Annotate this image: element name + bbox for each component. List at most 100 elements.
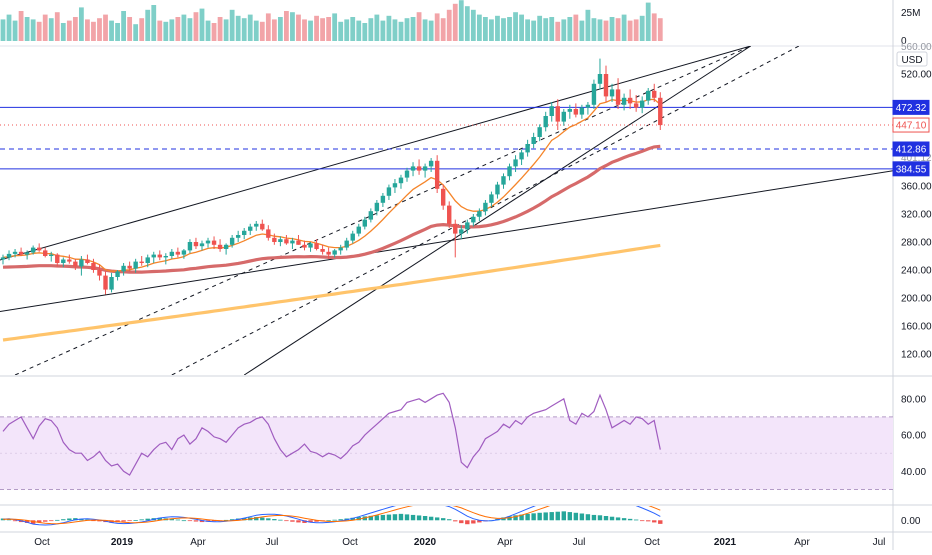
candle-body[interactable]	[169, 251, 175, 256]
candle-body[interactable]	[145, 257, 150, 263]
candle-body[interactable]	[597, 74, 603, 84]
candle-body[interactable]	[501, 176, 506, 185]
candle-body[interactable]	[652, 90, 657, 98]
candle-body[interactable]	[537, 127, 542, 137]
candle-body[interactable]	[495, 184, 500, 195]
candle-body[interactable]	[36, 247, 42, 251]
candle-body[interactable]	[555, 106, 560, 122]
candle-body[interactable]	[507, 166, 512, 177]
candle-body[interactable]	[181, 250, 187, 255]
candle-body[interactable]	[567, 109, 573, 112]
candle-body[interactable]	[199, 243, 205, 247]
candle-body[interactable]	[453, 223, 458, 234]
candle-body[interactable]	[296, 240, 301, 245]
candle-body[interactable]	[320, 249, 325, 252]
rsi-pane[interactable]	[0, 392, 893, 490]
candle-body[interactable]	[615, 89, 621, 105]
candle-body[interactable]	[374, 202, 380, 212]
candle-body[interactable]	[217, 244, 223, 249]
candle-body[interactable]	[471, 216, 476, 223]
candle-body[interactable]	[133, 261, 138, 269]
candle-body[interactable]	[157, 254, 162, 258]
candle-body[interactable]	[658, 97, 663, 126]
candle-body[interactable]	[254, 223, 259, 227]
candle-body[interactable]	[175, 251, 181, 255]
candle-body[interactable]	[67, 259, 72, 262]
time-axis[interactable]: Oct 2019 Apr Jul Oct 2020 Apr Jul Oct 2021 Apr Jul	[34, 537, 885, 548]
candle-body[interactable]	[489, 194, 494, 203]
candle-body[interactable]	[103, 275, 108, 290]
candle-body[interactable]	[627, 97, 633, 104]
candle-body[interactable]	[579, 107, 585, 115]
candle-body[interactable]	[55, 254, 60, 263]
trendline[interactable]	[0, 46, 751, 261]
candle-body[interactable]	[229, 237, 235, 245]
candle-body[interactable]	[434, 160, 440, 189]
candle-body[interactable]	[115, 271, 120, 277]
candle-body[interactable]	[151, 254, 156, 258]
candle-body[interactable]	[428, 160, 434, 167]
candle-body[interactable]	[525, 144, 530, 153]
candle-body[interactable]	[91, 263, 96, 270]
candle-body[interactable]	[211, 240, 217, 245]
candle-body[interactable]	[284, 239, 289, 244]
trendline[interactable]	[0, 169, 908, 313]
candle-body[interactable]	[392, 183, 398, 188]
price-pane[interactable]	[0, 46, 908, 375]
candle-body[interactable]	[49, 254, 54, 256]
price-level-badge[interactable]	[892, 141, 930, 157]
candle-body[interactable]	[362, 219, 367, 227]
price-level-badge[interactable]	[892, 161, 930, 177]
currency-badge[interactable]: USD	[896, 51, 928, 67]
candle-body[interactable]	[260, 223, 265, 230]
candle-body[interactable]	[24, 252, 30, 255]
candle-body[interactable]	[483, 202, 488, 212]
candle-body[interactable]	[549, 106, 554, 116]
candle-body[interactable]	[459, 229, 464, 234]
candle-body[interactable]	[187, 242, 193, 251]
candle-body[interactable]	[12, 251, 18, 254]
candle-body[interactable]	[639, 100, 645, 108]
rsi-line[interactable]	[2, 392, 661, 476]
candle-body[interactable]	[266, 229, 271, 238]
price-axis[interactable]: 25M 0 120.00 160.00 200.00 240.00 280.00 320.00…	[892, 8, 932, 527]
candle-body[interactable]	[440, 188, 446, 206]
candle-body[interactable]	[0, 257, 6, 260]
candle-body[interactable]	[163, 256, 169, 258]
candle-body[interactable]	[326, 251, 331, 255]
candle-body[interactable]	[314, 243, 319, 249]
candle-body[interactable]	[242, 230, 247, 235]
candle-body[interactable]	[127, 265, 132, 269]
price-level-badge[interactable]	[892, 117, 930, 133]
candle-body[interactable]	[97, 270, 102, 276]
trendline[interactable]	[243, 46, 751, 375]
candle-body[interactable]	[248, 226, 253, 231]
candle-body[interactable]	[139, 261, 144, 263]
price-level-badge[interactable]	[892, 99, 930, 115]
candle-body[interactable]	[272, 237, 277, 242]
candle-body[interactable]	[573, 109, 579, 115]
candle-body[interactable]	[368, 211, 374, 220]
candle-body[interactable]	[223, 244, 229, 249]
candle-body[interactable]	[6, 253, 12, 258]
candle-body[interactable]	[73, 261, 78, 267]
candle-body[interactable]	[621, 97, 627, 105]
candle-body[interactable]	[609, 89, 615, 97]
candle-body[interactable]	[543, 116, 548, 128]
macd-pane[interactable]	[0, 494, 663, 526]
candle-body[interactable]	[531, 137, 536, 144]
candle-body[interactable]	[308, 243, 313, 248]
candle-body[interactable]	[235, 235, 241, 238]
candle-body[interactable]	[465, 222, 470, 230]
candle-body[interactable]	[422, 166, 428, 171]
dashed-trendline[interactable]	[14, 46, 751, 375]
candle-body[interactable]	[386, 187, 392, 196]
candle-body[interactable]	[380, 195, 386, 203]
candle-body[interactable]	[344, 240, 349, 248]
candle-body[interactable]	[109, 277, 114, 290]
candle-body[interactable]	[585, 104, 591, 108]
candle-body[interactable]	[79, 259, 84, 267]
candle-body[interactable]	[404, 170, 410, 178]
candle-body[interactable]	[350, 233, 355, 241]
